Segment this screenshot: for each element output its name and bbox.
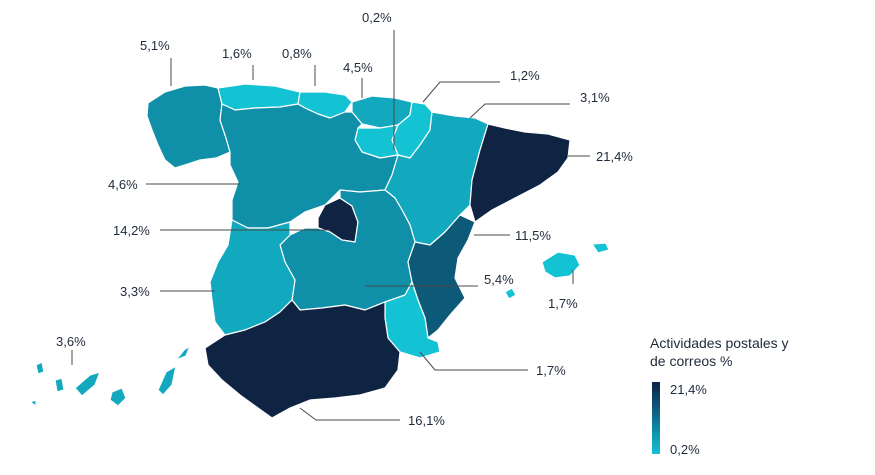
- label-cataluna: 21,4%: [596, 149, 633, 164]
- leader-andalucia: [299, 407, 400, 421]
- region-canarias-6[interactable]: [175, 345, 191, 361]
- label-castilla-leon: 4,6%: [108, 177, 138, 192]
- legend-max-label: 21,4%: [670, 382, 707, 397]
- label-navarra: 1,2%: [510, 68, 540, 83]
- region-baleares-ibiza[interactable]: [504, 287, 517, 300]
- label-canarias: 3,6%: [56, 334, 86, 349]
- label-madrid: 14,2%: [113, 223, 150, 238]
- legend-min-label: 0,2%: [670, 442, 700, 457]
- legend-color-scale: [652, 382, 660, 454]
- label-baleares: 1,7%: [548, 296, 578, 311]
- label-asturias: 1,6%: [222, 46, 252, 61]
- label-la-rioja: 0,2%: [362, 10, 392, 25]
- label-castilla-la-mancha: 5,4%: [484, 272, 514, 287]
- region-canarias-1[interactable]: [35, 361, 45, 375]
- region-baleares-mallorca[interactable]: [541, 251, 581, 279]
- leader-murcia: [419, 351, 528, 371]
- region-cataluna[interactable]: [469, 123, 571, 223]
- region-valencia[interactable]: [407, 214, 476, 339]
- legend-title-line1: Actividades postales y: [650, 335, 789, 351]
- region-baleares-menorca[interactable]: [591, 242, 610, 254]
- region-andalucia[interactable]: [204, 299, 401, 419]
- label-pais-vasco: 4,5%: [343, 60, 373, 75]
- region-canarias-2[interactable]: [54, 377, 65, 393]
- region-canarias-5[interactable]: [157, 365, 177, 396]
- label-aragon: 3,1%: [580, 90, 610, 105]
- leader-aragon: [469, 103, 570, 119]
- label-valencia: 11,5%: [515, 228, 551, 243]
- region-canarias-3[interactable]: [74, 371, 101, 397]
- label-extremadura: 3,3%: [120, 284, 150, 299]
- region-canarias-7[interactable]: [29, 399, 37, 407]
- region-galicia[interactable]: [146, 84, 231, 169]
- label-murcia: 1,7%: [536, 363, 566, 378]
- legend-title: Actividades postales y de correos %: [650, 334, 850, 370]
- region-canarias-4[interactable]: [109, 387, 127, 407]
- label-cantabria: 0,8%: [282, 46, 312, 61]
- label-andalucia: 16,1%: [408, 413, 445, 428]
- label-galicia: 5,1%: [140, 38, 170, 53]
- leader-navarra: [422, 81, 500, 103]
- legend-title-line2: de correos %: [650, 353, 733, 369]
